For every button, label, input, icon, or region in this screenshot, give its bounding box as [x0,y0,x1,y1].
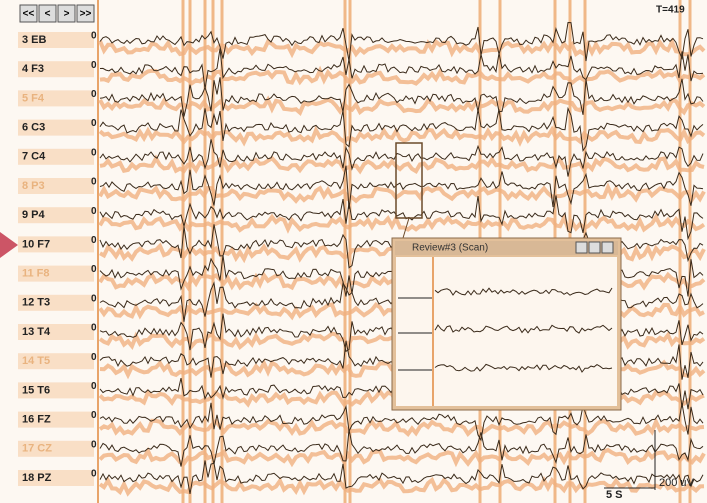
popup-trace [434,324,613,334]
nav-button-label[interactable]: >> [80,9,92,20]
toolbar: << < > >> [19,4,95,23]
baseline-marker: 0 [91,206,97,217]
nav-button[interactable] [57,4,76,23]
label-stripe [18,236,94,253]
channel-label: 11 F8 [22,268,50,280]
eeg-trace [99,77,704,117]
baseline-marker: 0 [91,469,97,480]
time-scale-label: 5 S [606,489,623,501]
nav-button[interactable] [38,4,57,23]
channel-label: 12 T3 [22,297,50,309]
popup-content [396,257,617,406]
channel-label: 5 F4 [22,92,45,104]
eeg-trace [99,429,704,467]
eeg-trace [99,106,704,152]
pointer-arrow [0,232,18,258]
baseline-marker: 0 [91,352,97,363]
baseline-marker: 0 [91,177,97,188]
label-stripe [18,61,94,78]
baseline-marker: 0 [91,235,97,246]
channel-label: 8 P3 [22,180,45,192]
channel-labels: 3 EB 0 4 F3 0 5 F4 0 6 C3 0 7 C4 0 8 P3 0 9 P4 0 10 F7… [18,31,97,486]
orange-trace [98,37,706,59]
label-stripe [18,353,94,370]
baseline-marker: 0 [91,381,97,392]
label-stripe [18,207,94,224]
label-stripe [18,119,94,136]
popup-trace [434,363,613,373]
zoom-link [402,217,410,239]
baseline-marker: 0 [91,293,97,304]
eeg-trace [99,21,704,62]
eeg-trace [99,48,704,90]
eeg-trace [99,165,704,209]
orange-trace [98,416,705,438]
orange-trace [99,154,705,175]
label-stripe [18,470,94,486]
nav-button-label[interactable]: < [45,9,51,20]
baseline-marker: 0 [91,89,97,100]
popup-trace [434,287,613,296]
channel-label: 13 T4 [22,326,51,338]
channel-label: 15 T6 [22,384,50,396]
maximize-button[interactable] [588,241,601,254]
minimize-button[interactable] [575,241,588,254]
amplitude-scale-label: 200 uV [659,477,695,489]
nav-button-label[interactable]: << [23,9,35,20]
baseline-marker: 0 [91,439,97,450]
eeg-trace [99,460,704,494]
orange-trace [98,476,705,497]
baseline-marker: 0 [91,147,97,158]
label-stripe [18,32,94,48]
channel-label: 17 CZ [22,443,52,455]
channel-label: 9 P4 [22,209,46,221]
nav-button-label[interactable]: > [64,9,70,20]
orange-trace [98,446,706,468]
popup-title: Review#3 (Scan) [412,243,488,254]
orange-trace [98,212,706,234]
orange-trace [98,182,706,204]
label-stripe [18,382,94,399]
baseline-marker: 0 [91,264,97,275]
orange-trace [99,65,706,86]
channel-label: 6 C3 [22,122,45,134]
baseline-marker: 0 [91,410,97,421]
eeg-trace [99,139,704,177]
nav-button[interactable] [19,4,38,23]
popup-titlebar [395,241,618,255]
channel-label: 3 EB [22,34,47,46]
eeg-trace [99,402,704,442]
orange-trace [98,125,706,147]
label-stripe [18,294,94,311]
channel-label: 18 PZ [22,472,52,484]
label-stripe [18,178,94,194]
popup-window: Review#3 (Scan) [391,237,622,411]
label-stripe [18,440,94,457]
channel-label: 4 F3 [22,63,44,75]
baseline-marker: 0 [91,31,97,42]
baseline-marker: 0 [91,323,97,334]
label-stripe [18,324,94,340]
channel-label: 7 C4 [22,151,46,163]
eeg-trace [99,195,704,241]
time-label: T=419 [656,5,685,16]
nav-button[interactable] [76,4,95,23]
close-button[interactable] [601,241,614,254]
label-stripe [18,148,94,165]
baseline-marker: 0 [91,118,97,129]
label-stripe [18,90,94,107]
baseline-marker: 0 [91,60,97,71]
label-stripe [18,265,94,282]
channel-label: 10 F7 [22,238,50,250]
label-stripe [18,411,94,428]
orange-trace [98,95,706,117]
channel-label: 16 FZ [22,414,51,426]
channel-label: 14 T5 [22,355,50,367]
